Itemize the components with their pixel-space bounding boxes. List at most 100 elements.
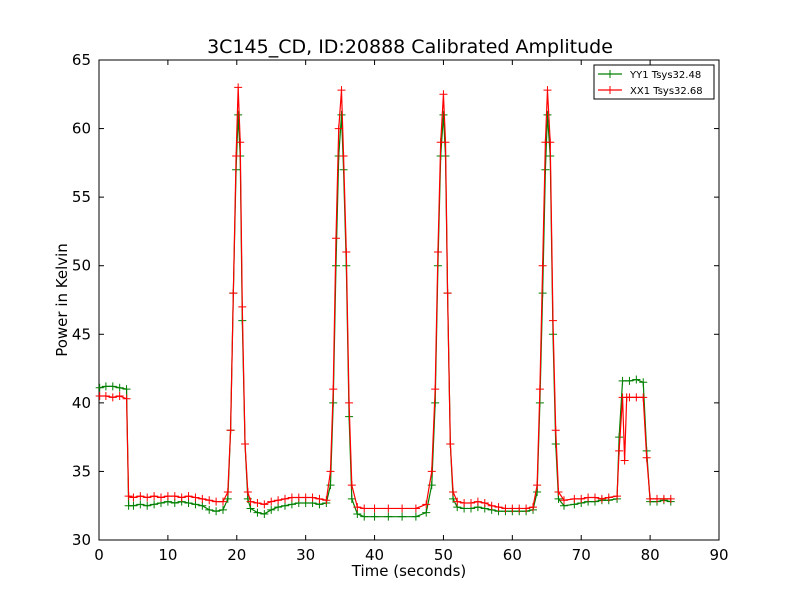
data-point xyxy=(198,501,207,510)
data-point xyxy=(143,501,152,510)
data-point xyxy=(326,467,335,476)
data-point xyxy=(219,505,227,514)
data-point xyxy=(198,494,207,503)
data-point xyxy=(533,481,542,490)
data-point xyxy=(101,392,110,400)
data-point xyxy=(615,446,624,455)
data-point xyxy=(360,504,369,513)
x-tick-label: 20 xyxy=(227,546,246,564)
data-point xyxy=(398,504,407,513)
legend-label: YY1 Tsys32.48 xyxy=(629,70,701,81)
data-point xyxy=(443,289,452,298)
legend-items: YY1 Tsys32.48 XX1 Tsys32.68 xyxy=(598,70,703,97)
data-point xyxy=(467,498,475,507)
data-point xyxy=(337,110,346,119)
data-point xyxy=(308,493,317,502)
data-point xyxy=(529,503,537,512)
data-point xyxy=(326,481,335,490)
data-point xyxy=(538,261,547,270)
legend-label: XX1 Tsys32.68 xyxy=(630,86,703,97)
data-point xyxy=(143,493,152,502)
data-point xyxy=(604,493,613,502)
data-point xyxy=(347,481,356,490)
x-axis-label: Time (seconds) xyxy=(351,562,467,580)
data-point xyxy=(150,492,159,501)
y-tick-label: 35 xyxy=(72,462,91,480)
data-point xyxy=(253,508,262,517)
data-point xyxy=(480,498,489,507)
legend: YY1 Tsys32.48 XX1 Tsys32.68 xyxy=(593,64,715,100)
data-point xyxy=(666,494,675,503)
data-point xyxy=(191,493,200,502)
data-point xyxy=(223,488,232,496)
data-point xyxy=(157,493,165,502)
x-tick-label: 40 xyxy=(365,546,384,564)
data-point xyxy=(618,376,627,385)
data-point xyxy=(122,385,131,394)
data-point xyxy=(223,494,232,503)
y-axis-label: Power in Kelvin xyxy=(53,243,71,357)
data-point xyxy=(522,504,531,513)
data-point xyxy=(226,426,235,435)
data-point xyxy=(560,496,568,505)
x-tick-label: 90 xyxy=(709,546,728,564)
data-point xyxy=(219,497,227,506)
x-tick-label: 0 xyxy=(94,546,104,564)
data-point xyxy=(267,505,276,514)
data-point xyxy=(122,394,131,403)
data-point xyxy=(642,453,651,462)
legend-box xyxy=(593,64,715,100)
data-point xyxy=(597,494,606,503)
data-point xyxy=(632,393,641,402)
data-point xyxy=(422,500,431,509)
data-point xyxy=(639,393,648,402)
data-point xyxy=(543,110,552,119)
data-point xyxy=(212,507,221,516)
data-point xyxy=(441,138,450,147)
data-point xyxy=(136,492,145,501)
x-tick-label: 10 xyxy=(158,546,177,564)
data-point xyxy=(129,501,138,510)
data-point xyxy=(433,248,442,256)
data-point xyxy=(301,493,310,502)
data-point xyxy=(360,512,369,521)
data-point xyxy=(370,504,379,513)
data-point xyxy=(115,383,124,392)
data-point xyxy=(243,488,252,496)
data-point xyxy=(543,86,552,95)
data-point xyxy=(253,498,262,507)
data-point xyxy=(584,493,593,502)
data-point xyxy=(205,496,214,505)
data-point xyxy=(632,375,641,384)
legend-item: XX1 Tsys32.68 xyxy=(598,86,703,97)
x-tick-label: 80 xyxy=(641,546,660,564)
data-point xyxy=(353,503,362,512)
data-point xyxy=(347,494,356,503)
data-point xyxy=(177,493,186,502)
data-point xyxy=(184,498,193,507)
data-point xyxy=(625,393,634,402)
legend-swatch-marker xyxy=(606,70,614,78)
data-point xyxy=(384,512,393,521)
data-point xyxy=(508,504,517,513)
data-point xyxy=(494,503,503,512)
data-point xyxy=(184,492,193,501)
legend-swatch-marker xyxy=(606,86,614,94)
data-point xyxy=(345,398,354,407)
data-point xyxy=(339,152,348,160)
y-tick-label: 30 xyxy=(72,531,91,549)
data-point xyxy=(398,512,407,521)
series-layer xyxy=(95,83,675,521)
data-point xyxy=(577,494,586,503)
data-point xyxy=(241,440,250,448)
data-point xyxy=(101,382,110,391)
data-point xyxy=(422,508,431,517)
legend-item: YY1 Tsys32.48 xyxy=(598,70,701,81)
plot-area: 0 10 20 30 40 50 60 70 80 90 30 35 40 45 50 55 60 65 xyxy=(72,51,729,564)
data-point xyxy=(431,385,440,394)
x-tick-label: 70 xyxy=(572,546,591,564)
data-point xyxy=(331,234,340,243)
ticks-layer: 0 10 20 30 40 50 60 70 80 90 30 35 40 45 50 55 60 65 xyxy=(72,51,729,564)
data-point xyxy=(234,83,243,92)
